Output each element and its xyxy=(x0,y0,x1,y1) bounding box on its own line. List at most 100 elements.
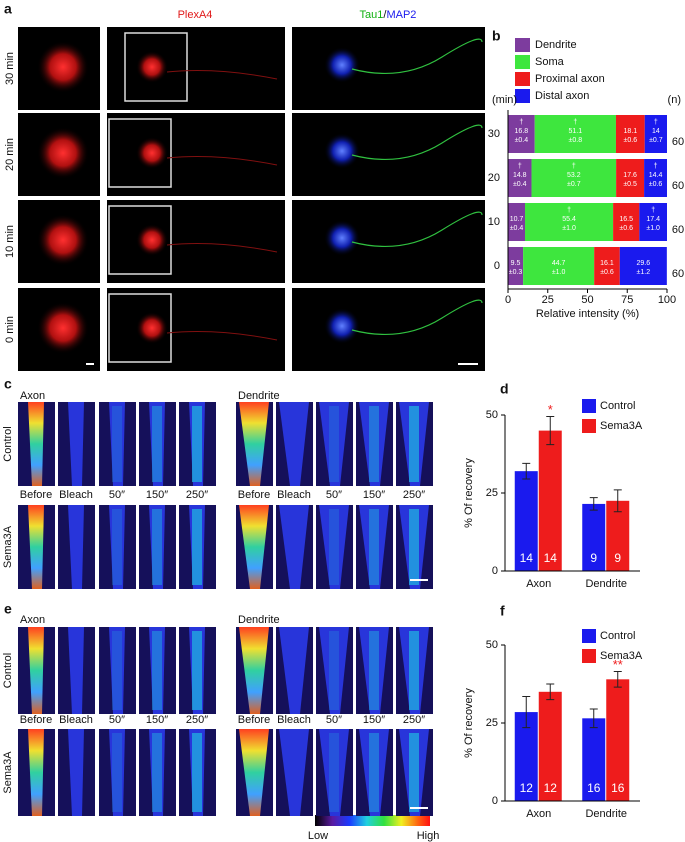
frap-signal xyxy=(239,402,269,486)
frap-recovery xyxy=(329,733,339,812)
axis-label: (min) xyxy=(492,94,517,106)
time-label: Before xyxy=(20,489,52,501)
micrograph xyxy=(292,113,485,196)
frap-recovery xyxy=(409,733,419,812)
row-label: 10 min xyxy=(4,225,16,258)
frap-signal xyxy=(109,729,125,816)
bar xyxy=(606,679,630,801)
time-label: 250″ xyxy=(403,714,425,726)
axon-signal xyxy=(351,211,483,247)
time-label: 250″ xyxy=(403,489,425,501)
n-label: 16 xyxy=(587,781,601,795)
significance-mark: † xyxy=(573,119,577,126)
error-label: ±0.7 xyxy=(567,181,581,188)
value-label: 53.2 xyxy=(567,172,581,179)
n-value: 60 xyxy=(672,180,684,192)
frap-recovery xyxy=(112,509,122,585)
error-label: ±0.3 xyxy=(509,269,523,276)
soma-signal xyxy=(324,47,360,83)
bar xyxy=(582,503,606,571)
legend-label: Dendrite xyxy=(535,39,577,51)
n-label: 12 xyxy=(520,781,534,795)
column-title: Dendrite xyxy=(238,390,280,402)
frap-signal xyxy=(28,402,44,486)
error-label: ±0.4 xyxy=(515,137,529,144)
axon-signal xyxy=(351,299,483,335)
time-label: 150″ xyxy=(363,489,385,501)
row-label: 20 min xyxy=(4,138,16,171)
frap-signal xyxy=(109,402,125,486)
header-map2: MAP2 xyxy=(386,9,416,21)
error-bar xyxy=(589,708,598,729)
bar xyxy=(606,500,630,571)
frap-recovery xyxy=(192,406,202,482)
frap-recovery xyxy=(409,631,419,710)
value-label: 14 xyxy=(652,128,660,135)
bar-segment xyxy=(615,115,645,153)
value-label: 14.8 xyxy=(513,172,527,179)
legend-swatch xyxy=(515,38,530,52)
error-bar xyxy=(546,683,555,701)
zoom-box xyxy=(108,205,172,275)
row-label: Sema3A xyxy=(2,751,14,794)
time-label: Bleach xyxy=(59,489,93,501)
n-label: 14 xyxy=(544,551,558,565)
frap-recovery xyxy=(192,733,202,812)
frap-signal xyxy=(68,505,84,589)
time-label: 50″ xyxy=(109,714,125,726)
error-label: ±0.8 xyxy=(569,137,583,144)
category-label: 10 xyxy=(488,216,500,228)
axon-signal xyxy=(166,243,278,253)
frap-signal xyxy=(28,627,44,714)
x-tick-label: Dendrite xyxy=(585,578,627,590)
micrograph xyxy=(292,200,485,283)
bar xyxy=(538,430,562,571)
bar-segment xyxy=(644,115,667,153)
y-axis-label: % Of recovery xyxy=(463,688,475,758)
frap-signal xyxy=(28,729,44,816)
error-label: ±1.2 xyxy=(637,269,651,276)
error-label: ±0.4 xyxy=(510,225,524,232)
significance-mark: † xyxy=(572,163,576,170)
panel-label: a xyxy=(4,1,12,17)
axon-signal xyxy=(351,38,483,74)
bar-segment xyxy=(508,203,526,241)
n-label: 9 xyxy=(614,551,621,565)
legend-swatch xyxy=(582,649,596,663)
significance-mark: † xyxy=(654,163,658,170)
legend-swatch xyxy=(515,55,530,69)
zoom-box xyxy=(108,118,172,188)
x-axis-label: Relative intensity (%) xyxy=(536,308,639,320)
frap-signal xyxy=(109,505,125,589)
x-tick-label: Dendrite xyxy=(585,808,627,820)
frap-signal xyxy=(239,505,269,589)
frap-recovery xyxy=(112,733,122,812)
frap-signal xyxy=(279,402,309,486)
significance-mark: * xyxy=(548,402,553,417)
value-label: 16.1 xyxy=(600,260,614,267)
panel-label: e xyxy=(4,601,12,617)
significance-mark: † xyxy=(567,207,571,214)
time-label: Bleach xyxy=(277,714,311,726)
value-label: 16.5 xyxy=(619,216,633,223)
column-header: PlexA4 xyxy=(178,9,213,21)
value-label: 18.1 xyxy=(624,128,638,135)
frap-signal xyxy=(279,627,309,714)
y-tick-label: 25 xyxy=(486,487,498,499)
time-label: 50″ xyxy=(109,489,125,501)
colorbar-high: High xyxy=(417,830,440,842)
value-label: 44.7 xyxy=(552,260,566,267)
frap-recovery xyxy=(329,631,339,710)
error-label: ±0.4 xyxy=(513,181,527,188)
micrograph xyxy=(107,288,285,371)
x-tick-label: 75 xyxy=(621,294,633,306)
column-title: Dendrite xyxy=(238,614,280,626)
value-label: 14.4 xyxy=(649,172,663,179)
row-label: Sema3A xyxy=(2,525,14,568)
value-label: 16.8 xyxy=(515,128,529,135)
time-label: 150″ xyxy=(363,714,385,726)
row-label: Control xyxy=(2,653,14,688)
axon-signal xyxy=(166,70,278,80)
n-label: 12 xyxy=(544,781,558,795)
panel-label: d xyxy=(500,381,509,397)
